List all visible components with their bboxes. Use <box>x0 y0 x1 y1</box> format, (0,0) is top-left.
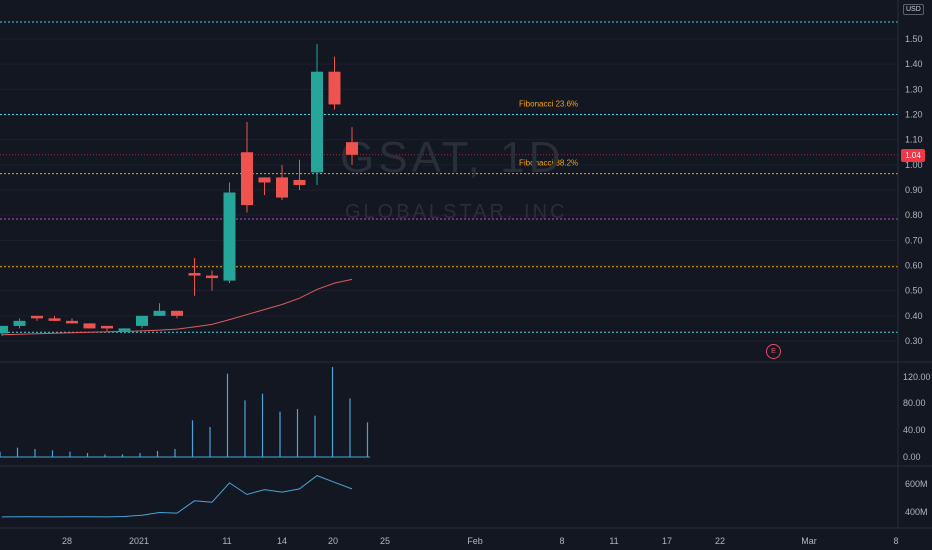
candle-body <box>258 177 271 183</box>
time-tick-label: 2021 <box>129 536 149 546</box>
price-axis[interactable]: 1.50 1.40 1.30 1.20 1.10 1.00 0.90 0.80 0.70 0.60… <box>903 34 931 517</box>
time-tick-label: 8 <box>559 536 564 546</box>
moving-average-line <box>1 278 353 336</box>
volume-tick-label: 0.00 <box>903 452 921 462</box>
indicator-path <box>1 475 353 518</box>
candle-body <box>311 71 323 173</box>
time-tick-label: 20 <box>328 536 338 546</box>
time-tick-label: Feb <box>467 536 483 546</box>
time-tick-label: 28 <box>62 536 72 546</box>
candle-body <box>136 315 148 326</box>
price-tick-label: 1.30 <box>905 84 923 94</box>
candle-body <box>293 179 306 185</box>
current-price-label: 1.04 <box>901 149 925 162</box>
symbol-watermark: GSAT, 1D <box>340 133 564 182</box>
earnings-marker-icon[interactable]: E <box>766 344 781 359</box>
time-tick-label: 25 <box>380 536 390 546</box>
candle-body <box>48 318 61 321</box>
candle-body <box>206 275 218 279</box>
candle-body <box>346 142 358 155</box>
candle-body <box>13 320 26 326</box>
time-tick-label: 11 <box>222 536 231 546</box>
indicator-tick-label: 600M <box>905 479 928 489</box>
candle-body <box>153 310 166 316</box>
candle-body <box>31 315 43 319</box>
candle-body <box>101 325 113 329</box>
candle-body <box>171 310 183 316</box>
time-tick-label: 14 <box>277 536 287 546</box>
currency-badge[interactable]: USD <box>903 4 924 15</box>
axis-separators <box>0 0 932 529</box>
candle-body <box>83 323 96 329</box>
candle-body <box>66 320 78 324</box>
time-tick-label: 8 <box>893 536 898 546</box>
price-tick-label: 1.10 <box>905 135 923 145</box>
price-tick-label: 0.80 <box>905 210 923 220</box>
fib-level-label: Fibonacci 38.2% <box>519 159 578 168</box>
candle-body <box>241 152 253 206</box>
price-tick-label: 0.90 <box>905 185 923 195</box>
candlestick-series <box>0 44 358 336</box>
price-tick-label: 1.00 <box>905 160 923 170</box>
candle-body <box>188 273 201 276</box>
volume-tick-label: 120.00 <box>903 372 931 382</box>
candle-body <box>328 71 341 105</box>
indicator-line <box>1 475 353 518</box>
time-tick-label: 11 <box>609 536 618 546</box>
price-tick-label: 1.40 <box>905 59 923 69</box>
candle-body <box>276 177 288 198</box>
price-tick-label: 0.40 <box>905 311 923 321</box>
price-tick-label: 0.70 <box>905 235 923 245</box>
fibonacci-levels: Fibonacci 23.6% Fibonacci 38.2% <box>0 21 898 333</box>
price-tick-label: 1.20 <box>905 110 923 120</box>
fib-level-label: Fibonacci 23.6% <box>519 100 578 109</box>
price-tick-label: 0.30 <box>905 336 923 346</box>
grid-lines <box>0 38 898 342</box>
volume-tick-label: 40.00 <box>903 425 926 435</box>
price-tick-label: 0.50 <box>905 286 923 296</box>
candle-body <box>118 328 131 331</box>
time-tick-label: 22 <box>715 536 725 546</box>
candle-body <box>223 192 236 281</box>
name-watermark: GLOBALSTAR, INC <box>345 201 567 223</box>
volume-bars <box>0 367 370 458</box>
time-tick-label: Mar <box>801 536 817 546</box>
price-tick-label: 1.50 <box>905 34 923 44</box>
price-tick-label: 0.60 <box>905 261 923 271</box>
time-axis[interactable]: 28 2021 11 14 20 25 Feb 8 11 17 22 Mar 8 <box>62 536 899 546</box>
candle-body <box>0 325 8 334</box>
indicator-tick-label: 400M <box>905 507 928 517</box>
moving-average-path <box>1 278 353 336</box>
time-tick-label: 17 <box>662 536 672 546</box>
volume-tick-label: 80.00 <box>903 398 926 408</box>
